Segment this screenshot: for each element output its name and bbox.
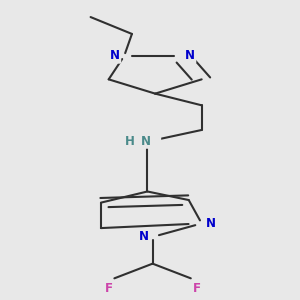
- Text: H: H: [135, 135, 145, 148]
- Text: H: H: [124, 135, 134, 148]
- Text: N: N: [185, 50, 195, 62]
- Text: N: N: [141, 135, 151, 148]
- Text: F: F: [105, 282, 113, 295]
- Text: F: F: [193, 282, 200, 295]
- Text: N: N: [206, 217, 216, 230]
- Text: N: N: [150, 135, 160, 148]
- Text: N: N: [139, 230, 148, 243]
- Text: F: F: [105, 282, 113, 295]
- Text: N: N: [185, 50, 195, 62]
- Text: F: F: [193, 282, 200, 295]
- Text: N: N: [110, 50, 120, 62]
- Text: N: N: [110, 50, 120, 62]
- Text: N: N: [206, 217, 216, 230]
- Text: N: N: [139, 230, 148, 243]
